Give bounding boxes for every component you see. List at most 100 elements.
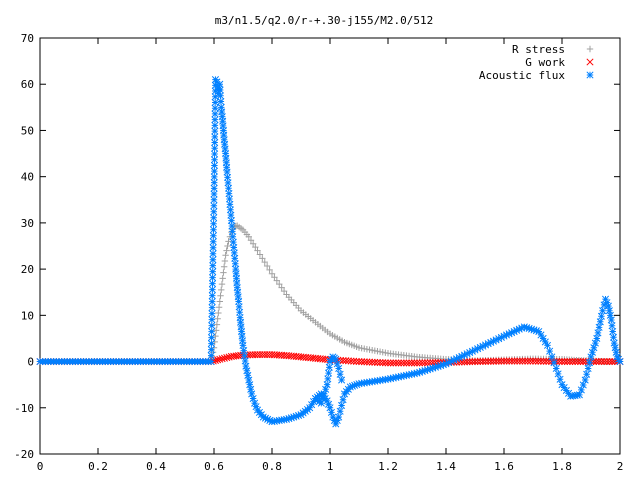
data-point xyxy=(595,323,603,331)
data-point xyxy=(207,358,215,366)
data-point xyxy=(306,404,314,412)
data-point xyxy=(210,190,218,198)
data-point xyxy=(434,362,442,370)
data-point xyxy=(392,359,400,367)
data-point xyxy=(599,307,607,315)
data-point xyxy=(381,359,389,367)
data-point xyxy=(489,357,498,365)
data-point xyxy=(246,381,254,389)
data-point xyxy=(285,415,293,423)
data-point xyxy=(413,369,421,377)
data-point xyxy=(346,383,354,391)
x-tick-label: 0 xyxy=(37,460,44,473)
data-point xyxy=(387,359,395,367)
data-point xyxy=(228,222,236,230)
data-point xyxy=(616,358,624,366)
data-point xyxy=(516,357,524,365)
data-point xyxy=(614,355,623,363)
data-point xyxy=(207,334,216,342)
data-point xyxy=(327,408,336,416)
data-point xyxy=(371,358,379,366)
x-tick-label: 1.6 xyxy=(494,460,514,473)
data-point xyxy=(223,173,232,181)
data-point xyxy=(587,353,595,361)
x-tick-label: 0.2 xyxy=(88,460,108,473)
data-point xyxy=(510,327,518,336)
data-point xyxy=(230,243,238,252)
data-point xyxy=(596,318,604,326)
data-point xyxy=(324,369,333,377)
data-point xyxy=(240,347,248,355)
data-point xyxy=(211,110,219,118)
data-point xyxy=(374,348,381,355)
data-point xyxy=(400,372,408,380)
data-point xyxy=(368,347,376,354)
data-point xyxy=(610,339,618,347)
data-point xyxy=(442,360,450,368)
data-point xyxy=(210,173,218,181)
data-point xyxy=(595,358,603,366)
data-point xyxy=(217,103,225,111)
data-point xyxy=(460,351,469,359)
data-point xyxy=(497,333,505,341)
data-point xyxy=(387,375,395,383)
data-point xyxy=(392,373,400,382)
data-point xyxy=(607,316,615,324)
data-point xyxy=(256,251,264,258)
data-point xyxy=(429,359,437,367)
data-point xyxy=(581,376,589,384)
data-point xyxy=(352,357,360,365)
data-point xyxy=(218,280,226,288)
data-point xyxy=(532,357,540,365)
data-point xyxy=(468,358,476,366)
data-point xyxy=(209,262,217,270)
data-point xyxy=(242,362,250,370)
data-point xyxy=(210,220,218,228)
data-point xyxy=(574,358,582,366)
data-point xyxy=(561,358,569,366)
data-point xyxy=(210,184,218,192)
data-point xyxy=(214,315,221,322)
data-point xyxy=(351,381,359,389)
data-point xyxy=(463,350,471,358)
data-point xyxy=(252,243,259,251)
y-tick-label: -10 xyxy=(14,402,34,415)
data-point xyxy=(410,359,418,367)
data-point xyxy=(317,399,325,407)
series-layer xyxy=(36,76,624,428)
data-point xyxy=(550,359,558,367)
y-tick-label: 20 xyxy=(21,263,34,276)
data-point xyxy=(223,168,231,176)
data-point xyxy=(326,358,334,366)
data-point xyxy=(505,357,513,365)
data-point xyxy=(219,117,227,125)
data-point xyxy=(209,238,217,246)
data-point xyxy=(548,353,556,361)
y-tick-label: 70 xyxy=(21,32,34,45)
data-point xyxy=(320,390,328,398)
data-point xyxy=(397,372,405,380)
data-point xyxy=(252,403,260,411)
data-point xyxy=(232,274,241,282)
data-point xyxy=(319,394,327,403)
data-point xyxy=(583,370,591,378)
data-point xyxy=(223,163,231,171)
data-point xyxy=(208,322,216,330)
data-point xyxy=(249,394,257,403)
data-point xyxy=(539,357,548,365)
data-point xyxy=(474,345,482,353)
data-point xyxy=(308,401,316,409)
data-point xyxy=(208,316,216,324)
data-point xyxy=(376,348,384,355)
data-point xyxy=(264,415,272,423)
data-point xyxy=(221,140,229,148)
data-point xyxy=(259,413,267,421)
data-point xyxy=(605,307,613,315)
data-point xyxy=(234,288,242,296)
data-point xyxy=(518,357,527,365)
data-point xyxy=(235,297,243,306)
data-point xyxy=(452,355,461,363)
data-point xyxy=(421,367,429,375)
data-point xyxy=(394,373,403,381)
data-point xyxy=(585,359,594,367)
